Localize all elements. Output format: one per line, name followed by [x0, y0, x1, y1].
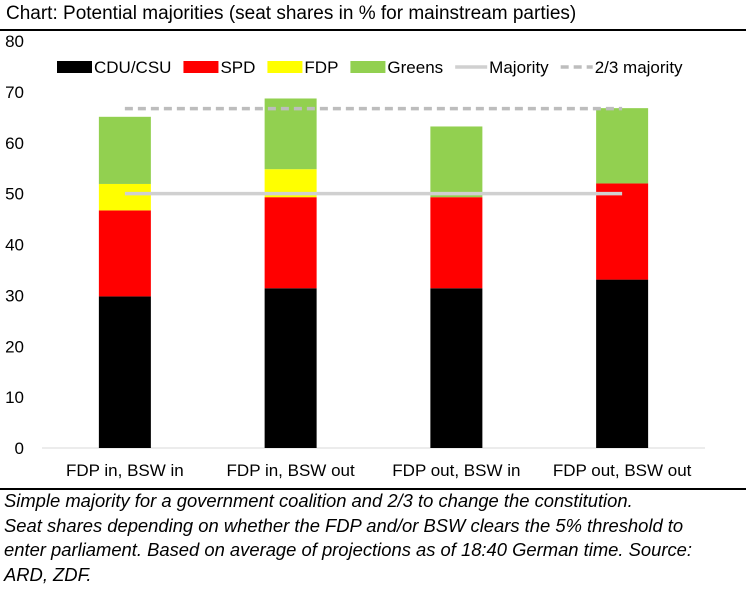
- bar-greens: [98, 116, 151, 184]
- bar-cdu-csu: [98, 296, 151, 448]
- y-tick-label: 40: [5, 236, 24, 255]
- x-category-label: FDP out, BSW out: [553, 461, 692, 480]
- bar-spd: [264, 197, 317, 289]
- bar-greens: [430, 126, 483, 198]
- y-tick-label: 80: [5, 32, 24, 51]
- legend-label: CDU/CSU: [94, 58, 171, 77]
- bar-spd: [98, 210, 151, 297]
- y-tick-label: 20: [5, 337, 24, 356]
- legend-swatch-cdu-csu: [57, 61, 92, 73]
- legend-label: FDP: [304, 58, 338, 77]
- legend-label: Majority: [489, 58, 549, 77]
- footnote: Simple majority for a government coaliti…: [4, 489, 744, 587]
- y-tick-label: 30: [5, 286, 24, 305]
- x-category-label: FDP in, BSW out: [227, 461, 355, 480]
- y-tick-label: 60: [5, 134, 24, 153]
- bar-cdu-csu: [264, 288, 317, 448]
- y-tick-label: 10: [5, 388, 24, 407]
- y-tick-label: 70: [5, 83, 24, 102]
- legend-label: Greens: [387, 58, 443, 77]
- x-category-label: FDP in, BSW in: [66, 461, 184, 480]
- footnote-line-1: Simple majority for a government coaliti…: [4, 490, 633, 511]
- bar-cdu-csu: [430, 288, 483, 448]
- bar-cdu-csu: [596, 279, 649, 448]
- y-tick-label: 50: [5, 185, 24, 204]
- legend-label: SPD: [220, 58, 255, 77]
- legend-swatch-greens: [350, 61, 386, 73]
- title-rule: [0, 29, 746, 31]
- footnote-line-4: ARD, ZDF.: [4, 563, 92, 585]
- legend-label: 2/3 majority: [595, 58, 683, 77]
- footnote-line-3: enter parliament. Based on average of pr…: [4, 539, 692, 560]
- bar-spd: [430, 197, 483, 289]
- y-tick-label: 0: [15, 439, 24, 458]
- x-category-label: FDP out, BSW in: [392, 461, 520, 480]
- bar-fdp: [98, 183, 151, 211]
- stacked-bar-chart: 0 10 20 30 40 50 60 70 80 FDP in, BSW in FDP in, B…: [5, 32, 705, 480]
- bar-greens: [596, 108, 649, 184]
- chart-title: Chart: Potential majorities (seat shares…: [6, 3, 577, 24]
- footnote-line-2: Seat shares depending on whether the FDP…: [4, 514, 684, 536]
- bar-spd: [596, 183, 649, 280]
- legend-swatch-fdp: [267, 61, 303, 73]
- footnote-rule: [0, 488, 746, 490]
- legend-swatch-spd: [183, 61, 219, 73]
